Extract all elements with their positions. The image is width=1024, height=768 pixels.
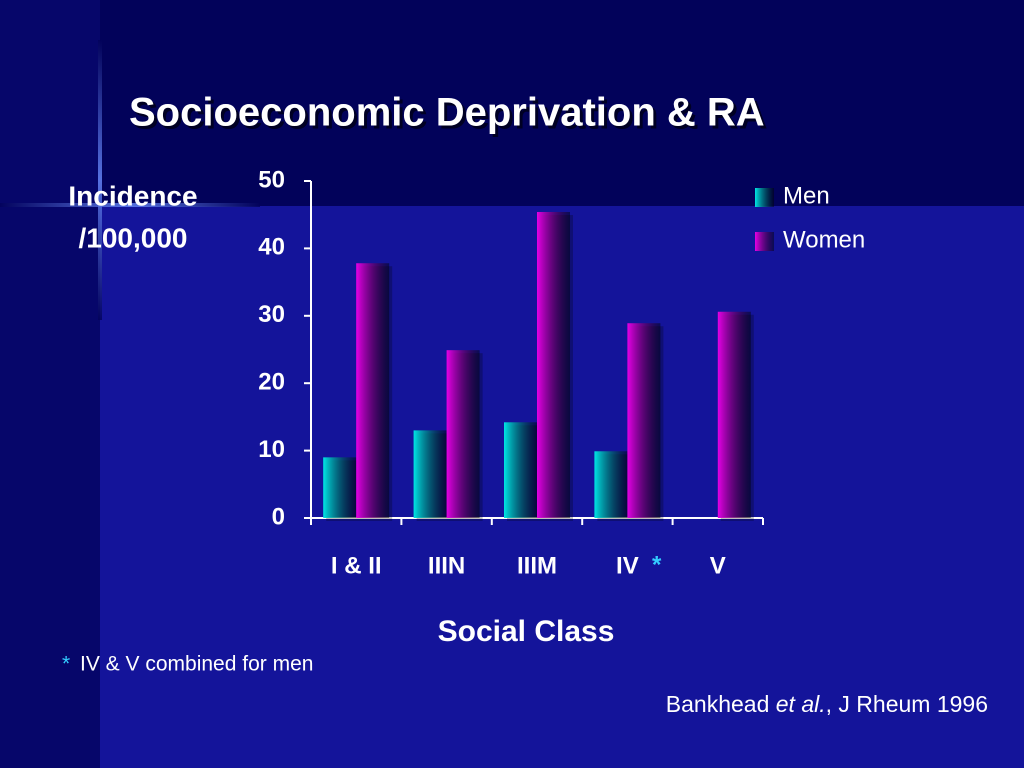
y-tick-label: 0: [272, 503, 285, 530]
x-tick-label: IV: [616, 552, 639, 579]
background-band: [0, 0, 1024, 206]
y-tick-label: 30: [258, 301, 285, 328]
source: Bankhead et al., J Rheum 1996: [666, 691, 988, 717]
x-tick-label: I & II: [331, 552, 382, 579]
legend-swatch: [755, 188, 774, 207]
x-tick-label: V: [710, 552, 726, 579]
source-etal: et al.: [776, 691, 826, 717]
source-rest: , J Rheum 1996: [826, 691, 988, 717]
glow-line: [98, 40, 102, 320]
legend-swatch: [755, 232, 774, 251]
x-tick-label: IIIN: [428, 552, 465, 579]
y-tick-label: 20: [258, 369, 285, 396]
bar: [537, 212, 570, 518]
bar: [627, 323, 661, 518]
bar: [504, 422, 537, 518]
chart-title: Socioeconomic Deprivation & RA: [129, 91, 765, 135]
x-tick-label: IIIM: [517, 552, 557, 579]
y-axis-label: Incidence: [68, 180, 197, 211]
chart-title-shadow: Socioeconomic Deprivation & RA: [132, 94, 768, 138]
y-tick-label: 40: [258, 234, 285, 261]
category-marker: *: [652, 551, 662, 578]
legend-label: Women: [783, 226, 865, 253]
legend-label: Men: [783, 182, 830, 209]
y-axis-label: /100,000: [79, 222, 188, 253]
glow-line: [0, 203, 260, 207]
footnote: IV & V combined for men: [80, 653, 313, 676]
bar: [717, 311, 751, 518]
x-axis-label: Social Class: [438, 615, 615, 648]
background-strip: [0, 0, 100, 768]
bar: [413, 430, 447, 518]
y-tick-label: 50: [258, 166, 285, 193]
bar: [594, 451, 628, 518]
y-tick-label: 10: [258, 436, 285, 463]
footnote-marker: *: [62, 653, 70, 676]
bar: [323, 457, 357, 518]
bar: [446, 350, 480, 518]
source-author: Bankhead: [666, 691, 770, 717]
bar: [356, 263, 390, 518]
